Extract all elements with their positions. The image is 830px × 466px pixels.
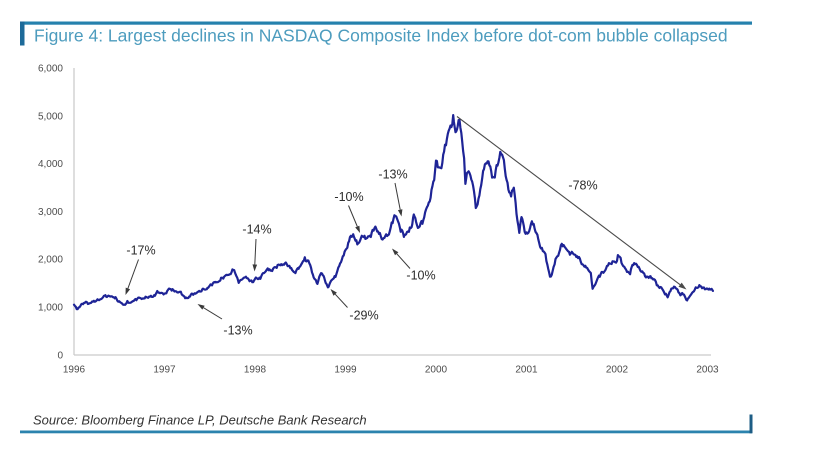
svg-text:-78%: -78% bbox=[568, 179, 597, 193]
svg-text:1999: 1999 bbox=[334, 365, 357, 376]
svg-text:1998: 1998 bbox=[244, 365, 267, 376]
svg-text:2000: 2000 bbox=[425, 365, 448, 376]
svg-text:2,000: 2,000 bbox=[38, 255, 63, 266]
svg-text:1996: 1996 bbox=[63, 365, 86, 376]
svg-text:-13%: -13% bbox=[378, 168, 407, 182]
svg-text:2003: 2003 bbox=[696, 365, 719, 376]
svg-text:5,000: 5,000 bbox=[38, 111, 63, 122]
svg-text:Figure 4: Largest declines in: Figure 4: Largest declines in NASDAQ Com… bbox=[34, 26, 728, 46]
svg-text:-10%: -10% bbox=[334, 190, 363, 204]
svg-text:1997: 1997 bbox=[153, 365, 176, 376]
svg-text:-29%: -29% bbox=[349, 309, 378, 323]
svg-text:0: 0 bbox=[57, 350, 63, 361]
svg-text:-13%: -13% bbox=[223, 324, 252, 338]
svg-text:1,000: 1,000 bbox=[38, 303, 63, 314]
svg-text:Source: Bloomberg Finance LP,: Source: Bloomberg Finance LP, Deutsche B… bbox=[33, 413, 367, 428]
svg-text:-10%: -10% bbox=[406, 269, 435, 283]
svg-text:6,000: 6,000 bbox=[38, 63, 63, 74]
svg-text:-14%: -14% bbox=[242, 223, 271, 237]
svg-text:2001: 2001 bbox=[515, 365, 538, 376]
svg-text:3,000: 3,000 bbox=[38, 207, 63, 218]
svg-text:4,000: 4,000 bbox=[38, 159, 63, 170]
svg-text:-17%: -17% bbox=[126, 244, 155, 258]
svg-text:2002: 2002 bbox=[606, 365, 629, 376]
